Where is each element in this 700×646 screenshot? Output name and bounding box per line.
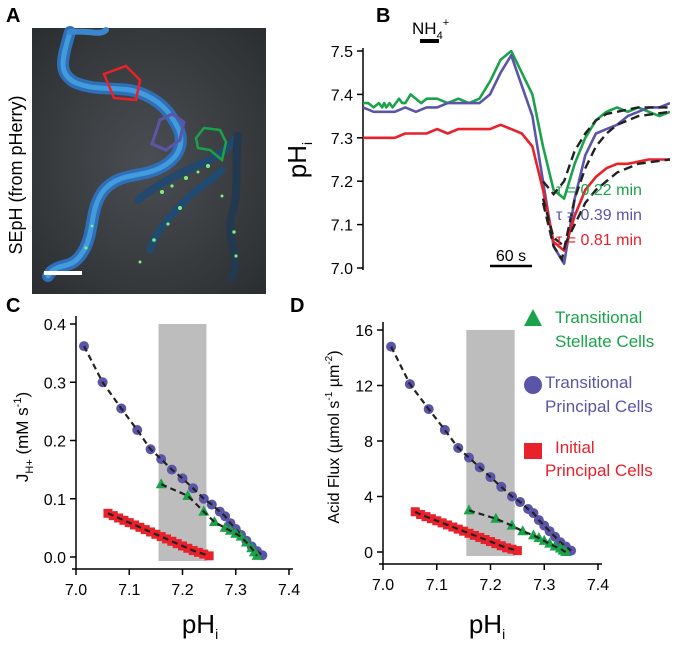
c-initial-principal-cells-point <box>146 527 156 537</box>
d-y-tick-label: 8 <box>364 434 373 451</box>
d-initial-principal-cells-fit <box>414 510 518 552</box>
legend-stellate-line2: Stellate Cells <box>555 332 654 351</box>
c-initial-principal-cells-point <box>130 520 140 530</box>
dendrite-top <box>67 27 109 36</box>
c-x-tick-label: 7.1 <box>118 582 140 599</box>
d-x-tick-label: 7.0 <box>372 577 394 594</box>
panel-c-ylabel: JH+ (mM s-1) <box>12 392 36 482</box>
d-transitional-stellate-cells-fit <box>468 509 567 553</box>
d-initial-principal-cells-point <box>437 518 447 528</box>
tau-initial-principal: τ = 0.81 min <box>556 232 642 249</box>
c-y-tick-label: 0.2 <box>44 434 66 451</box>
legend-init-line2: Principal Cells <box>545 461 653 480</box>
panel-b-ylabel: pHi <box>282 142 315 178</box>
panel-b: B NH4+ pHi 7.0 7.1 7.2 7.3 7.4 7.5 60 s τ = 0… <box>282 5 670 278</box>
legend-stellate-line1: Transitional <box>555 308 642 327</box>
b-y-tick-label: 7.2 <box>331 174 353 191</box>
c-initial-principal-cells-point <box>156 532 166 542</box>
d-initial-principal-cells-point <box>453 524 463 534</box>
c-transitional-stellate-cells-point <box>235 530 247 541</box>
tau-transitional-principal: τ = 0.39 min <box>556 207 642 224</box>
panel-b-traces <box>363 50 670 265</box>
d-x-tick-label: 7.4 <box>587 577 609 594</box>
roi-initial-principal <box>102 64 142 102</box>
d-y-tick-label: 0 <box>364 545 373 562</box>
dendrite-right <box>226 132 242 282</box>
c-x-tick-label: 7.4 <box>278 582 300 599</box>
c-x-tick-label: 7.0 <box>65 582 87 599</box>
roi-transitional-stellate <box>194 126 228 163</box>
d-shaded-region <box>466 330 515 556</box>
panel-d: D Acid Flux (µmol s-1 µm-2) pHi 0 4 8 12 16 7… <box>290 295 609 642</box>
panel-b-y-axis: 7.0 7.1 7.2 7.3 7.4 7.5 <box>331 44 364 278</box>
c-initial-principal-cells-point <box>204 551 214 561</box>
d-transitional-principal-cells-fit <box>390 346 572 552</box>
c-y-tick-label: 0.3 <box>44 375 66 392</box>
c-y-tick-label: 0.1 <box>44 492 66 509</box>
dendrite-branch-low <box>146 166 226 254</box>
b-y-tick-label: 7.5 <box>331 44 353 61</box>
b-y-tick-label: 7.3 <box>331 131 353 148</box>
c-initial-principal-cells-fit <box>107 512 210 557</box>
c-initial-principal-cells-point <box>193 547 203 557</box>
panel-c: C JH+ (mM s-1) pHi 0.0 0.1 0.2 0.3 0.4 7.0 7.1… <box>6 295 300 642</box>
c-y-tick-label: 0.0 <box>44 550 66 567</box>
d-initial-principal-cells-point <box>502 543 512 553</box>
c-initial-principal-cells-point <box>167 536 177 546</box>
micrograph-puncta <box>84 164 238 264</box>
b-trace-transitional-stellate <box>363 50 670 200</box>
d-initial-principal-cells-point <box>426 514 436 524</box>
d-initial-principal-cells-point <box>491 539 501 549</box>
d-x-tick-label: 7.2 <box>479 577 501 594</box>
d-initial-principal-cells-point <box>464 528 474 538</box>
c-x-tick-label: 7.2 <box>171 582 193 599</box>
c-shaded-region <box>158 324 207 561</box>
panel-d-plot: 0 4 8 12 16 7.0 7.1 7.2 7.3 7.4 <box>355 322 609 594</box>
c-initial-principal-cells-point <box>183 543 193 553</box>
panel-b-letter: B <box>376 5 390 27</box>
time-scale-label: 60 s <box>496 248 526 265</box>
b-fit-init <box>541 158 670 249</box>
roi-transitional-principal <box>150 112 186 152</box>
panel-d-ylabel: Acid Flux (µmol s-1 µm-2) <box>324 350 343 523</box>
c-x-tick-label: 7.3 <box>225 582 247 599</box>
d-y-tick-label: 12 <box>355 379 373 396</box>
panel-c-letter: C <box>6 295 20 317</box>
c-initial-principal-cells-point <box>119 515 129 525</box>
c-y-tick-label: 0.4 <box>44 317 66 334</box>
b-y-tick-label: 7.0 <box>331 261 353 278</box>
b-trace-initial-principal <box>363 123 670 252</box>
d-initial-principal-cells-point <box>416 510 426 520</box>
legend-init-line1: Initial <box>555 438 595 457</box>
legend: Transitional Stellate Cells Transitional… <box>524 308 654 480</box>
panel-a-ylabel: SEpH (from pHerry) <box>6 95 26 254</box>
panel-d-xlabel: pHi <box>469 609 505 642</box>
d-initial-principal-cells-point <box>475 532 485 542</box>
panel-c-plot: 0.0 0.1 0.2 0.3 0.4 7.0 7.1 7.2 7.3 7.4 <box>44 316 300 599</box>
panel-a-letter: A <box>6 5 20 27</box>
panel-a: A SEpH (from pHerry) <box>6 5 266 294</box>
legend-circle-marker <box>524 376 542 394</box>
d-y-tick-label: 16 <box>355 323 373 340</box>
legend-trans-line1: Transitional <box>545 373 632 392</box>
dendrite-branch-mid <box>134 132 242 204</box>
legend-square-marker <box>524 443 542 459</box>
b-y-tick-label: 7.1 <box>331 218 353 235</box>
d-x-tick-label: 7.3 <box>533 577 555 594</box>
c-transitional-stellate-cells-fit <box>160 483 258 557</box>
d-y-tick-label: 4 <box>364 490 373 507</box>
d-x-tick-label: 7.1 <box>426 577 448 594</box>
b-y-tick-label: 7.4 <box>331 87 353 104</box>
legend-trans-line2: Principal Cells <box>545 397 653 416</box>
legend-triangle-marker <box>524 309 542 326</box>
panel-d-letter: D <box>290 295 304 317</box>
tau-stellate: τ = 0.22 min <box>556 182 642 199</box>
panel-c-xlabel: pHi <box>182 609 218 642</box>
stimulus-label: NH4+ <box>412 17 449 42</box>
d-initial-principal-cells-point <box>512 546 522 556</box>
